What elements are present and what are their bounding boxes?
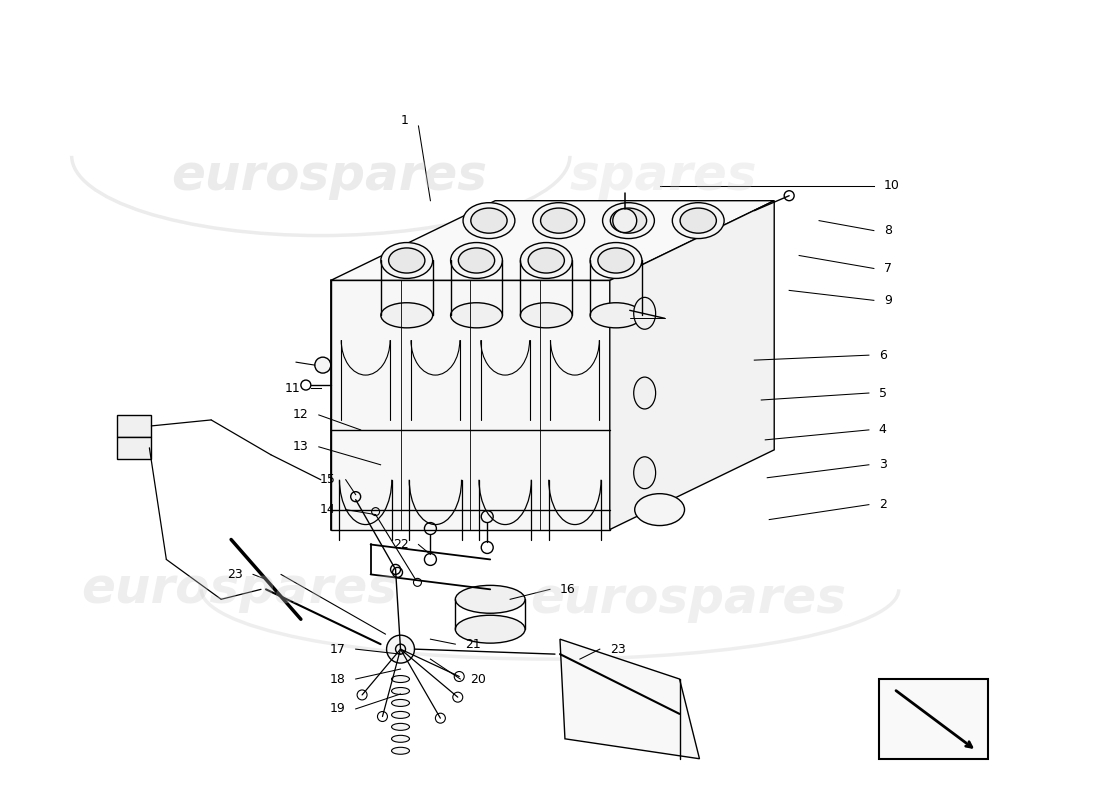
Ellipse shape — [520, 302, 572, 328]
Text: 2: 2 — [879, 498, 887, 511]
Ellipse shape — [455, 586, 525, 614]
Ellipse shape — [388, 248, 425, 273]
Ellipse shape — [610, 208, 647, 233]
Polygon shape — [331, 281, 609, 530]
Polygon shape — [331, 201, 774, 281]
Ellipse shape — [451, 302, 503, 328]
Text: spares: spares — [570, 152, 758, 200]
Text: 23: 23 — [609, 642, 626, 656]
Text: 12: 12 — [293, 409, 309, 422]
Ellipse shape — [381, 242, 432, 278]
Ellipse shape — [634, 298, 656, 330]
Ellipse shape — [392, 699, 409, 706]
Ellipse shape — [455, 615, 525, 643]
Ellipse shape — [598, 248, 635, 273]
Ellipse shape — [590, 242, 642, 278]
Text: 8: 8 — [883, 224, 892, 237]
Ellipse shape — [392, 747, 409, 754]
Text: 17: 17 — [330, 642, 345, 656]
Text: 5: 5 — [879, 386, 887, 399]
Ellipse shape — [634, 457, 656, 489]
Ellipse shape — [392, 723, 409, 730]
Ellipse shape — [392, 675, 409, 682]
Text: 14: 14 — [320, 503, 336, 516]
Ellipse shape — [680, 208, 716, 233]
Text: 6: 6 — [879, 349, 887, 362]
Text: 9: 9 — [883, 294, 892, 307]
Text: 22: 22 — [393, 538, 408, 551]
Text: 23: 23 — [228, 568, 243, 581]
Text: 18: 18 — [330, 673, 345, 686]
Ellipse shape — [590, 302, 642, 328]
Ellipse shape — [471, 208, 507, 233]
Ellipse shape — [672, 202, 724, 238]
Ellipse shape — [392, 687, 409, 694]
Circle shape — [672, 711, 688, 727]
Ellipse shape — [451, 242, 503, 278]
Polygon shape — [609, 201, 774, 530]
Text: eurospares: eurospares — [530, 575, 846, 623]
Polygon shape — [117, 415, 152, 437]
Text: 10: 10 — [883, 179, 900, 192]
Ellipse shape — [634, 377, 656, 409]
Text: eurospares: eurospares — [172, 152, 487, 200]
Ellipse shape — [392, 735, 409, 742]
Ellipse shape — [540, 208, 576, 233]
Ellipse shape — [459, 248, 495, 273]
Text: 20: 20 — [471, 673, 486, 686]
Ellipse shape — [635, 494, 684, 526]
Ellipse shape — [520, 242, 572, 278]
Text: 3: 3 — [879, 458, 887, 471]
Text: 1: 1 — [400, 114, 408, 127]
Polygon shape — [117, 437, 152, 458]
Text: 13: 13 — [293, 440, 309, 454]
Polygon shape — [560, 639, 700, 758]
Text: 21: 21 — [465, 638, 481, 650]
Ellipse shape — [603, 202, 654, 238]
Ellipse shape — [528, 248, 564, 273]
Ellipse shape — [381, 302, 432, 328]
Text: eurospares: eurospares — [81, 566, 397, 614]
Ellipse shape — [463, 202, 515, 238]
Text: 4: 4 — [879, 423, 887, 436]
Text: 15: 15 — [320, 474, 336, 486]
Circle shape — [613, 209, 637, 233]
Text: 11: 11 — [285, 382, 301, 394]
Polygon shape — [879, 679, 989, 758]
Ellipse shape — [392, 711, 409, 718]
Circle shape — [386, 635, 415, 663]
Text: 7: 7 — [883, 262, 892, 275]
Text: 16: 16 — [560, 583, 575, 596]
Text: 19: 19 — [330, 702, 345, 715]
Circle shape — [315, 357, 331, 373]
Ellipse shape — [532, 202, 584, 238]
